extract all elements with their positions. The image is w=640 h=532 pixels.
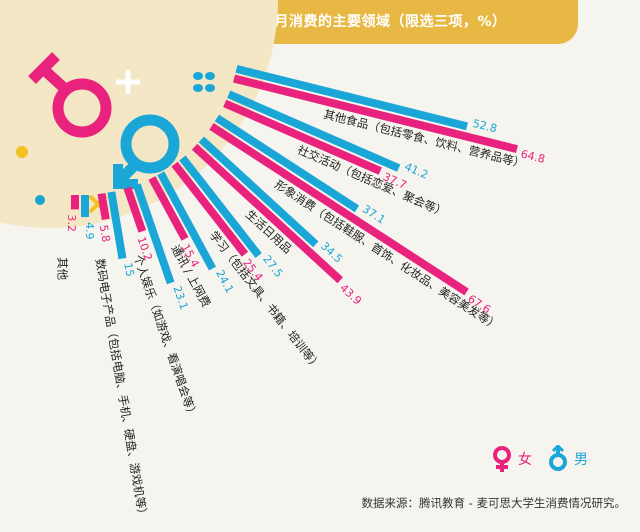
value-label-female: 64.8 <box>519 147 546 166</box>
blue-drop <box>35 195 45 205</box>
value-label-female: 5.8 <box>97 224 113 243</box>
value-label-male: 24.1 <box>213 268 236 296</box>
big-female-ring <box>52 78 112 138</box>
clover-petal <box>205 84 215 92</box>
bar-female <box>191 143 343 284</box>
bar-female <box>233 74 518 153</box>
yellow-dot <box>16 146 28 158</box>
value-label-female: 43.9 <box>337 281 364 307</box>
clover-petal <box>193 72 203 80</box>
legend-female-label: 女 <box>518 452 532 468</box>
male-symbol-icon <box>549 445 567 471</box>
bar-female <box>209 122 469 296</box>
bar-female <box>148 176 189 241</box>
value-label-male: 15 <box>121 262 136 278</box>
value-label-male: 23.1 <box>170 284 190 311</box>
value-label-female: 3.2 <box>65 214 78 232</box>
big-female-cross <box>28 52 60 84</box>
value-label-male: 52.8 <box>471 117 498 136</box>
bar-female <box>223 99 382 175</box>
value-label-male: 4.9 <box>83 222 96 240</box>
bar-male <box>107 191 127 260</box>
bar-female <box>97 192 110 221</box>
category-label: 形象消费（包括鞋服、首饰、化妆品、美容美发等） <box>272 177 501 333</box>
source-note: 数据来源：腾讯教育 - 麦可思大学生消费情况研究。 <box>361 496 626 510</box>
clover-petal <box>205 72 215 80</box>
legend: 女 男 <box>490 445 588 473</box>
female-symbol-icon <box>493 446 511 472</box>
big-male-ring <box>120 114 180 174</box>
decor-circle <box>0 0 278 228</box>
bar-female <box>123 186 147 233</box>
bar-male <box>227 90 401 172</box>
big-male-arrow <box>113 164 138 189</box>
legend-male-label: 男 <box>574 452 588 468</box>
bar-male <box>214 114 360 213</box>
bar-male <box>198 136 319 248</box>
bar-male <box>235 64 468 131</box>
category-label: 数码电子产品（包括电脑、手机、硬盘、游戏机等） <box>93 258 150 521</box>
bar-male <box>133 183 175 285</box>
bar-female <box>171 161 249 257</box>
clover-petal <box>193 84 203 92</box>
bar-male <box>157 171 217 271</box>
category-label: 其他 <box>56 257 70 280</box>
bar-male <box>179 155 262 258</box>
